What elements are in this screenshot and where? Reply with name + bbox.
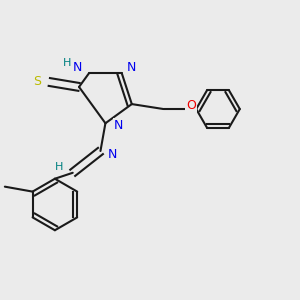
Text: N: N: [127, 61, 136, 74]
Text: H: H: [55, 162, 63, 172]
Text: O: O: [186, 99, 196, 112]
Text: N: N: [114, 119, 123, 132]
Text: S: S: [33, 76, 41, 88]
Text: N: N: [73, 61, 82, 74]
Text: N: N: [108, 148, 117, 161]
Text: H: H: [63, 58, 71, 68]
